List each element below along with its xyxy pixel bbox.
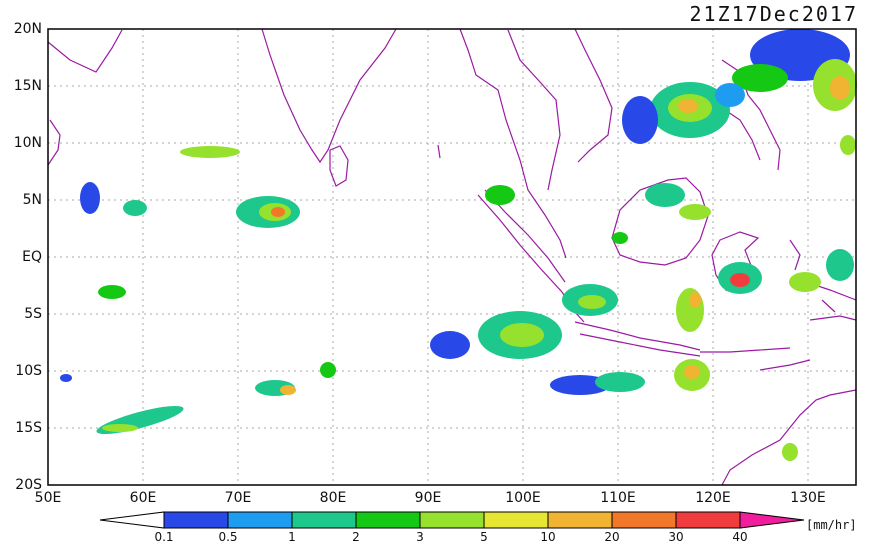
lat-label-20n: 20N: [13, 21, 42, 37]
grid-lines: [48, 29, 856, 485]
colorbar-label-1: 1: [288, 530, 296, 544]
lon-label-60e: 60E: [129, 490, 157, 506]
precipitation-map: [47, 28, 857, 486]
colorbar-cell: [675, 511, 741, 529]
lon-label-120e: 120E: [695, 490, 731, 506]
lon-label-70e: 70E: [224, 490, 252, 506]
colorbar-label-5: 5: [480, 530, 488, 544]
lat-label-20s: 20S: [15, 477, 42, 493]
colorbar-label-0.5: 0.5: [218, 530, 238, 544]
colorbar-cell: [291, 511, 357, 529]
lat-label-5n: 5N: [22, 192, 42, 208]
colorbar-cell: [611, 511, 677, 529]
lon-label-50e: 50E: [34, 490, 62, 506]
map-title: 21Z17Dec2017: [689, 2, 858, 26]
lon-label-130e: 130E: [790, 490, 826, 506]
lat-label-10n: 10N: [13, 135, 42, 151]
rain-patch-borneo: [612, 183, 854, 294]
colorbar-cell: [419, 511, 485, 529]
rain-patch-java: [550, 288, 710, 395]
colorbar-high-arrow: [739, 511, 805, 529]
colorbar-low-arrow: [99, 511, 165, 529]
colorbar-cells: [163, 511, 741, 529]
colorbar: [99, 511, 805, 529]
colorbar-cell: [227, 511, 293, 529]
colorbar-units: [mm/hr]: [806, 518, 857, 532]
lat-label-10s: 10S: [15, 363, 42, 379]
colorbar-label-40: 40: [732, 530, 748, 544]
rain-patch-south: [60, 362, 798, 461]
lon-label-80e: 80E: [319, 490, 347, 506]
lat-label-15n: 15N: [13, 78, 42, 94]
colorbar-label-10: 10: [540, 530, 556, 544]
rain-patch-arabian-sea: [80, 146, 300, 299]
colorbar-cell: [355, 511, 421, 529]
lat-label-5s: 5S: [24, 306, 42, 322]
lon-label-110e: 110E: [600, 490, 636, 506]
rain-patch-ne: [622, 29, 857, 155]
lon-label-100e: 100E: [505, 490, 541, 506]
colorbar-label-30: 30: [668, 530, 684, 544]
lat-label-15s: 15S: [15, 420, 42, 436]
colorbar-cell: [163, 511, 229, 529]
colorbar-label-20: 20: [604, 530, 620, 544]
rain-patch-sumatra: [430, 185, 618, 359]
lon-label-90e: 90E: [414, 490, 442, 506]
lat-label-eq: EQ: [22, 249, 42, 265]
colorbar-label-3: 3: [416, 530, 424, 544]
map-frame: [47, 28, 857, 486]
colorbar-label-2: 2: [352, 530, 360, 544]
rain-patches: [60, 29, 857, 461]
colorbar-cell: [483, 511, 549, 529]
colorbar-cell: [547, 511, 613, 529]
colorbar-label-0.1: 0.1: [154, 530, 174, 544]
